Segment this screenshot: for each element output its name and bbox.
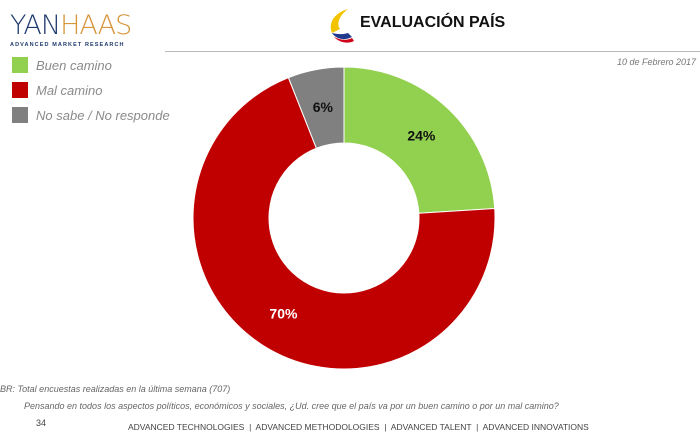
legend-item-mal-camino: Mal camino <box>12 82 102 98</box>
data-label: 6% <box>313 99 334 115</box>
legend-item-no-sabe: No sabe / No responde <box>12 107 170 123</box>
logo-tagline: ADVANCED MARKET RESEARCH <box>10 42 125 48</box>
base-note: BR: Total encuestas realizadas en la últ… <box>0 384 231 394</box>
date: 10 de Febrero 2017 <box>616 57 696 67</box>
colombia-flag-icon <box>330 9 354 43</box>
page-title: EVALUACIÓN PAÍS <box>360 14 506 31</box>
legend-label: No sabe / No responde <box>36 107 170 123</box>
donut-slice-2 <box>192 76 496 370</box>
divider <box>165 51 700 52</box>
survey-question: Pensando en todos los aspectos políticos… <box>24 401 559 411</box>
donut-slice-1 <box>343 66 496 214</box>
legend-label: Buen camino <box>36 57 112 73</box>
data-label: 70% <box>269 305 298 321</box>
data-label: 24% <box>407 128 436 144</box>
legend-swatch <box>12 57 28 73</box>
legend-swatch <box>12 82 28 98</box>
yanhaas-logo: YANHAAS ADVANCED MARKET RESEARCH <box>10 10 132 49</box>
page-number: 34 <box>36 418 47 428</box>
footer: ADVANCED TECHNOLOGIES | ADVANCED METHODO… <box>128 422 589 432</box>
legend-item-buen-camino: Buen camino <box>12 57 112 73</box>
legend-swatch <box>12 107 28 123</box>
donut-slice-3 <box>287 66 345 149</box>
legend-label: Mal camino <box>36 82 103 98</box>
